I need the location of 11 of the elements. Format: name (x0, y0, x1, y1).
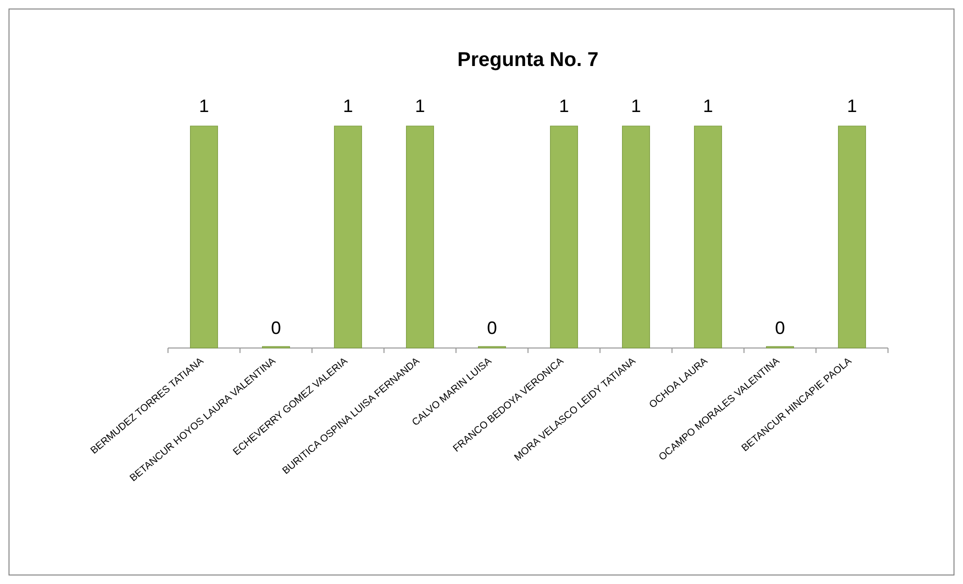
data-label: 1 (846, 96, 858, 116)
data-label: 1 (414, 96, 426, 116)
data-label: 1 (198, 96, 210, 116)
data-label: 0 (270, 318, 282, 338)
data-label: 1 (558, 96, 570, 116)
data-label: 0 (774, 318, 786, 338)
chart-title: Pregunta No. 7 (457, 49, 599, 71)
data-label: 0 (486, 318, 498, 338)
data-label: 1 (342, 96, 354, 116)
data-label: 1 (630, 96, 642, 116)
data-label: 1 (702, 96, 714, 116)
